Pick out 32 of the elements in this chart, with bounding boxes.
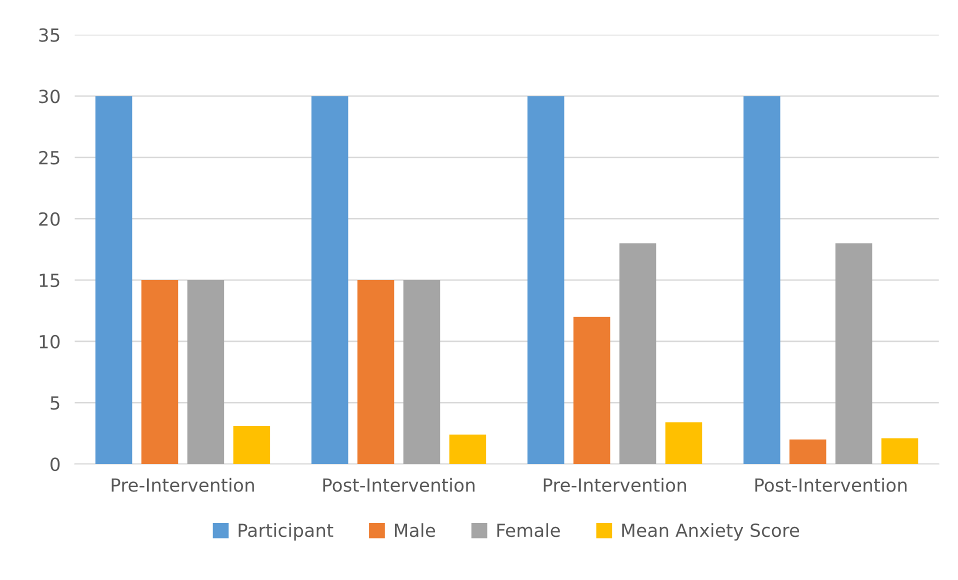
bar <box>619 243 656 464</box>
y-tick-label: 35 <box>39 28 60 42</box>
y-tick-label: 0 <box>50 457 60 472</box>
y-tick-label: 10 <box>40 334 60 348</box>
bar <box>233 426 270 464</box>
y-tick-label: 20 <box>39 212 60 226</box>
legend-label: Male <box>394 523 436 538</box>
bar <box>357 280 394 464</box>
bar <box>573 316 610 464</box>
y-tick-label: 30 <box>39 90 60 104</box>
bar <box>881 438 918 464</box>
bar <box>835 243 872 464</box>
legend-label: Female <box>497 523 560 538</box>
x-tick-label: Pre-Intervention <box>544 478 686 492</box>
legend-label: Participant <box>238 523 334 541</box>
y-tick-label: 25 <box>39 150 60 165</box>
bar <box>311 96 348 464</box>
bar <box>527 96 564 464</box>
bar <box>141 280 178 464</box>
legend-label: Mean Anxiety Score <box>622 523 800 541</box>
bar <box>789 439 826 464</box>
bar <box>403 280 440 464</box>
bar <box>665 422 702 464</box>
x-tick-label: Post-Intervention <box>323 478 474 492</box>
bar <box>449 434 486 464</box>
y-tick-label: 15 <box>40 274 60 288</box>
x-tick-label: Pre-Intervention <box>112 478 254 492</box>
y-tick-label: 5 <box>50 396 60 410</box>
bar <box>95 96 132 464</box>
x-tick-label: Post-Intervention <box>755 478 907 492</box>
bar <box>187 280 224 464</box>
bar <box>743 96 780 464</box>
